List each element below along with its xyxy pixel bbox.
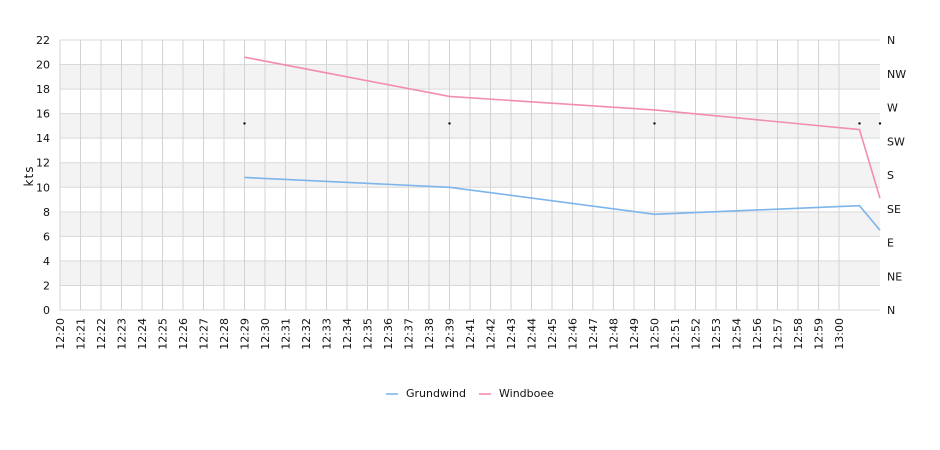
x-tick-label: 12:38 xyxy=(423,318,436,350)
x-tick-label: 12:21 xyxy=(75,318,88,350)
x-tick-label: 12:20 xyxy=(54,318,67,350)
y-tick-label: 12 xyxy=(36,157,50,170)
x-tick-label: 12:39 xyxy=(444,318,457,350)
x-tick-label: 12:46 xyxy=(567,318,580,350)
x-tick-label: 12:35 xyxy=(362,318,375,350)
x-tick-label: 12:53 xyxy=(710,318,723,350)
legend: Grundwind Windboee xyxy=(386,387,554,400)
direction-label: NW xyxy=(887,68,906,81)
direction-label: S xyxy=(887,169,894,182)
direction-marker xyxy=(878,122,882,125)
direction-label: SE xyxy=(887,203,901,216)
legend-label-grundwind: Grundwind xyxy=(406,387,466,400)
x-tick-label: 12:28 xyxy=(218,318,231,350)
x-tick-label: 12:25 xyxy=(157,318,170,350)
y-tick-label: 4 xyxy=(43,255,50,268)
x-tick-label: 12:36 xyxy=(382,318,395,350)
x-tick-label: 12:30 xyxy=(259,318,272,350)
direction-label: N xyxy=(887,304,895,317)
direction-label: N xyxy=(887,34,895,47)
vertical-gridlines xyxy=(59,40,840,310)
direction-marker xyxy=(858,122,861,125)
x-tick-label: 12:48 xyxy=(608,318,621,350)
x-tick-label: 12:57 xyxy=(772,318,785,350)
x-tick-label: 12:27 xyxy=(198,318,211,350)
series-line-grundwind xyxy=(244,176,881,231)
y-axis-tick-labels: 0 2 4 6 8 10 12 14 16 18 20 22 xyxy=(36,34,50,317)
x-tick-label: 12:22 xyxy=(95,318,108,350)
x-tick-label: 12:45 xyxy=(546,318,559,350)
x-tick-label: 12:41 xyxy=(464,318,477,350)
direction-marker xyxy=(243,122,246,125)
direction-label: NE xyxy=(887,270,902,283)
x-tick-label: 12:42 xyxy=(485,318,498,350)
y-tick-label: 20 xyxy=(36,59,50,72)
series-lines xyxy=(244,56,881,231)
x-axis-tick-labels: 12:20 12:21 12:22 12:23 12:24 12:25 12:26 12:27… xyxy=(54,318,846,350)
y-axis-label: kts xyxy=(22,166,36,187)
x-tick-label: 12:32 xyxy=(300,318,313,350)
y-tick-label: 8 xyxy=(43,206,50,219)
y-tick-label: 2 xyxy=(43,279,50,292)
direction-label: W xyxy=(887,102,898,115)
y-tick-label: 14 xyxy=(36,132,50,145)
y-tick-label: 16 xyxy=(36,108,50,121)
x-tick-label: 12:31 xyxy=(280,318,293,350)
direction-label: SW xyxy=(887,135,905,148)
x-tick-label: 12:47 xyxy=(587,318,600,350)
x-tick-label: 12:52 xyxy=(690,318,703,350)
x-tick-label: 12:23 xyxy=(116,318,129,350)
x-tick-label: 12:59 xyxy=(813,318,826,350)
y-tick-label: 0 xyxy=(43,304,50,317)
direction-markers xyxy=(243,122,882,125)
x-tick-label: 13:00 xyxy=(833,318,846,350)
x-tick-label: 12:43 xyxy=(505,318,518,350)
direction-axis-labels: N NE E SE S SW W NW N xyxy=(887,34,906,317)
x-tick-label: 12:44 xyxy=(526,318,539,350)
y-tick-label: 18 xyxy=(36,83,50,96)
x-tick-label: 12:50 xyxy=(649,318,662,350)
legend-label-windboee: Windboee xyxy=(499,387,554,400)
x-tick-label: 12:54 xyxy=(731,318,744,350)
y-tick-label: 10 xyxy=(36,181,50,194)
x-tick-label: 12:29 xyxy=(239,318,252,350)
x-tick-label: 12:24 xyxy=(136,318,149,350)
x-tick-label: 12:51 xyxy=(669,318,682,350)
y-tick-label: 22 xyxy=(36,34,50,47)
direction-marker xyxy=(653,122,656,125)
x-tick-label: 12:58 xyxy=(792,318,805,350)
x-tick-label: 12:49 xyxy=(628,318,641,350)
direction-label: E xyxy=(887,237,894,250)
x-tick-label: 12:26 xyxy=(177,318,190,350)
x-tick-label: 12:34 xyxy=(341,318,354,350)
x-tick-label: 12:37 xyxy=(403,318,416,350)
direction-marker xyxy=(448,122,451,125)
y-tick-label: 6 xyxy=(43,230,50,243)
x-tick-label: 12:33 xyxy=(321,318,334,350)
x-tick-label: 12:56 xyxy=(751,318,764,350)
series-line-windboee xyxy=(244,56,881,199)
